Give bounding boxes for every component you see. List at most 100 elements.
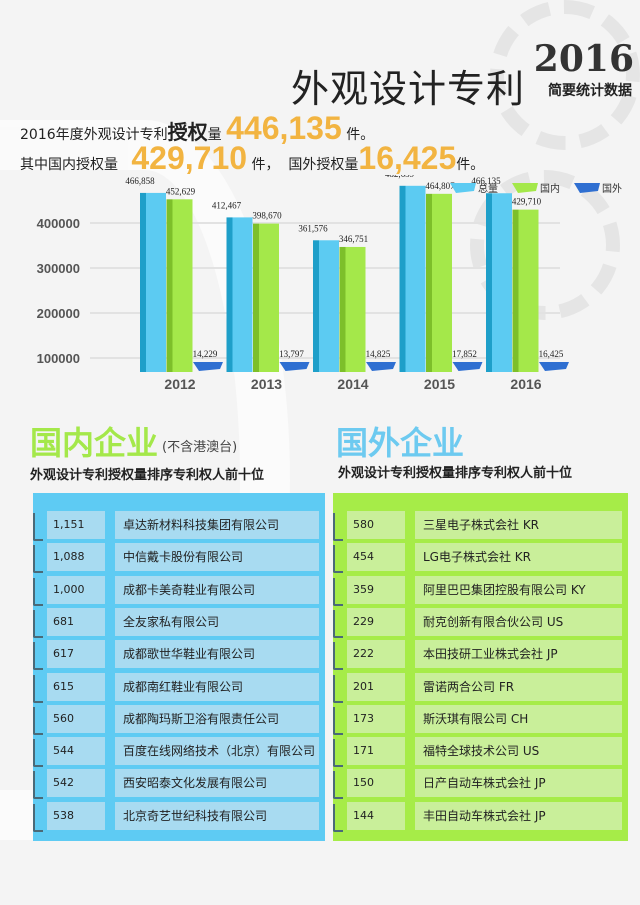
company-name: 北京奇艺世纪科技有限公司 xyxy=(115,801,319,830)
summary-line-2: 其中国内授权量 429,710 件， 国外授权量16,425件。 xyxy=(20,140,484,177)
bar-foreign xyxy=(193,362,223,371)
company-name: 成都卡美奇鞋业有限公司 xyxy=(115,575,319,604)
patent-count: 144 xyxy=(347,801,405,830)
bar-side xyxy=(339,246,346,372)
bar-foreign xyxy=(366,362,396,371)
ranking-row: 615 成都南红鞋业有限公司 xyxy=(33,672,325,703)
company-name: 成都歌世华鞋业有限公司 xyxy=(115,640,319,669)
data-label: 398,670 xyxy=(252,211,282,221)
patent-count: 560 xyxy=(47,704,105,733)
company-name: 斯沃琪有限公司 CH xyxy=(415,704,622,733)
bar-total xyxy=(405,185,426,372)
ranking-row: 1,000 成都卡美奇鞋业有限公司 xyxy=(33,575,325,606)
bar-foreign xyxy=(279,362,310,371)
legend-label: 国外 xyxy=(602,183,622,195)
patent-count: 229 xyxy=(347,607,405,636)
bar-side xyxy=(166,199,173,372)
rank-bar-marker xyxy=(33,545,43,574)
ranking-row: 681 全友家私有限公司 xyxy=(33,607,325,638)
ranking-row: 544 百度在线网络技术（北京）有限公司 xyxy=(33,737,325,768)
data-label: 14,229 xyxy=(193,349,218,359)
company-name: 耐克创新有限合伙公司 US xyxy=(415,607,622,636)
bar-side xyxy=(313,240,319,372)
title-year: 2016 xyxy=(533,38,634,80)
patent-count: 173 xyxy=(347,704,405,733)
patent-count: 681 xyxy=(47,607,105,636)
foreign-heading: 国外企业 xyxy=(336,424,465,462)
rank-bar-marker xyxy=(333,545,343,574)
domestic-subtitle: 外观设计专利授权量排序专利权人前十位 xyxy=(30,468,265,483)
legend-swatch xyxy=(512,183,538,193)
total-count: 446,135 xyxy=(226,110,342,146)
rank-bar-marker xyxy=(333,642,343,671)
patent-count: 542 xyxy=(47,769,105,798)
data-label: 361,576 xyxy=(298,223,328,233)
ranking-row: 454 LG电子株式会社 KR xyxy=(333,543,628,574)
company-name: 成都陶玛斯卫浴有限责任公司 xyxy=(115,704,319,733)
data-label: 346,751 xyxy=(339,234,368,244)
bar-domestic xyxy=(432,193,452,372)
bar-side xyxy=(399,185,406,372)
bar-total xyxy=(232,217,253,372)
summary-text: 件。 xyxy=(346,127,375,143)
bar-side xyxy=(253,223,259,372)
legend-swatch xyxy=(450,183,476,193)
rank-bar-marker xyxy=(333,739,343,768)
bar-total xyxy=(319,240,339,372)
company-name: 丰田自动车株式会社 JP xyxy=(415,801,622,830)
patent-count: 617 xyxy=(47,640,105,669)
summary-text: 授权 xyxy=(167,120,208,144)
patent-count: 201 xyxy=(347,672,405,701)
rank-bar-marker xyxy=(33,674,43,703)
ranking-row: 171 福特全球技术公司 US xyxy=(333,737,628,768)
company-name: 福特全球技术公司 US xyxy=(415,737,622,766)
rank-bar-marker xyxy=(33,609,43,638)
bar-foreign xyxy=(539,362,569,371)
legend-swatch xyxy=(574,183,600,193)
bar-chart: 100000 200000 300000 400000 466,858 452,629 14… xyxy=(37,175,622,392)
ranking-row: 560 成都陶玛斯卫浴有限责任公司 xyxy=(33,704,325,735)
summary-text: 国外授权量 xyxy=(288,157,359,173)
rank-bar-marker xyxy=(333,803,343,832)
company-name: 中信戴卡股份有限公司 xyxy=(115,543,319,572)
x-tick-label: 2013 xyxy=(251,376,282,392)
company-name: 三星电子株式会社 KR xyxy=(415,511,622,539)
data-label: 482,659 xyxy=(385,175,415,179)
data-label: 464,807 xyxy=(425,181,455,191)
company-name: 雷诺两合公司 FR xyxy=(415,672,622,701)
ranking-row: 229 耐克创新有限合伙公司 US xyxy=(333,607,628,638)
bar-side xyxy=(512,209,519,372)
bar-total xyxy=(146,192,166,372)
ranking-row: 359 阿里巴巴集团控股有限公司 KY xyxy=(333,575,628,606)
patent-count: 171 xyxy=(347,737,405,766)
page-title: 外观设计专利 xyxy=(290,67,525,111)
ranking-row: 222 本田技研工业株式会社 JP xyxy=(333,640,628,671)
summary-text: 件。 xyxy=(456,157,485,173)
patent-count: 1,088 xyxy=(47,543,105,572)
rank-bar-marker xyxy=(33,706,43,735)
patent-count: 1,000 xyxy=(47,575,105,604)
summary-text: 件， xyxy=(251,157,280,173)
y-tick-label: 300000 xyxy=(37,261,80,276)
data-label: 13,797 xyxy=(279,349,304,359)
legend-label: 总量 xyxy=(478,182,498,195)
patent-count: 538 xyxy=(47,801,105,830)
ranking-row: 542 西安昭泰文化发展有限公司 xyxy=(33,769,325,800)
patent-count: 1,151 xyxy=(47,511,105,539)
rank-bar-marker xyxy=(333,577,343,606)
rank-bar-marker xyxy=(33,771,43,800)
company-name: 成都南红鞋业有限公司 xyxy=(115,672,319,701)
data-label: 16,425 xyxy=(539,349,564,359)
data-label: 429,710 xyxy=(512,197,542,207)
bar-side xyxy=(486,193,492,372)
company-name: 本田技研工业株式会社 JP xyxy=(415,640,622,669)
rank-bar-marker xyxy=(33,577,43,606)
title-subtitle: 简要统计数据 xyxy=(548,83,632,99)
company-name: 百度在线网络技术（北京）有限公司 xyxy=(115,737,319,766)
y-tick-label: 400000 xyxy=(37,216,80,231)
x-tick-label: 2012 xyxy=(164,376,195,392)
patent-count: 544 xyxy=(47,737,105,766)
ranking-row: 580 三星电子株式会社 KR xyxy=(333,511,628,541)
rank-bar-marker xyxy=(333,513,343,541)
data-label: 14,825 xyxy=(366,349,391,359)
